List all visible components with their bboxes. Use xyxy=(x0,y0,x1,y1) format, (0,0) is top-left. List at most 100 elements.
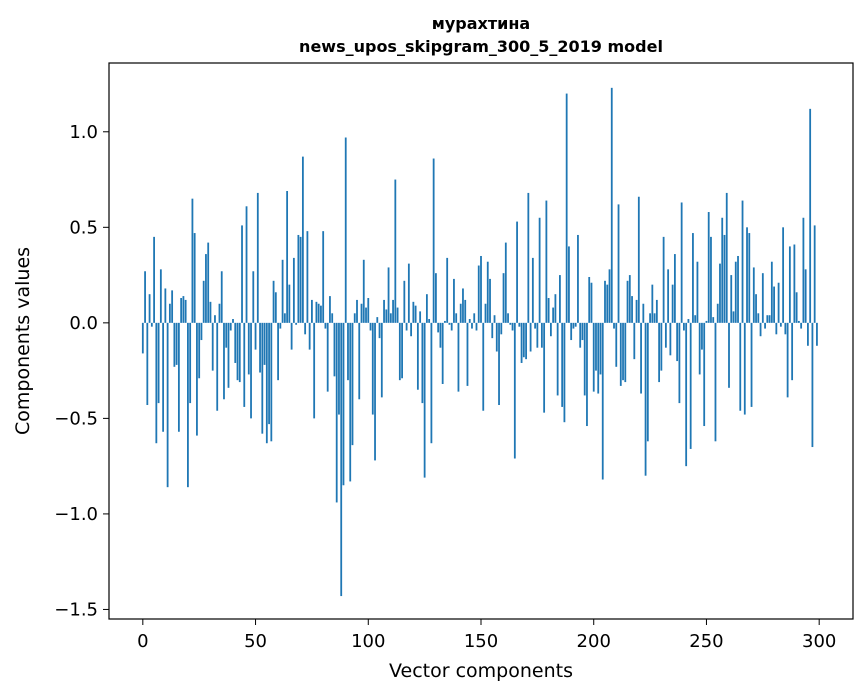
bar xyxy=(737,255,739,323)
bar xyxy=(572,322,575,329)
bar xyxy=(791,322,794,381)
bar xyxy=(349,322,352,482)
bar xyxy=(245,206,248,323)
bar xyxy=(432,158,435,323)
bar xyxy=(568,246,570,323)
bar xyxy=(626,280,629,323)
bar xyxy=(425,294,428,323)
bar xyxy=(324,322,327,329)
bar xyxy=(739,322,742,411)
bar xyxy=(371,322,374,415)
bar xyxy=(507,313,509,323)
bar xyxy=(441,322,444,384)
bar xyxy=(710,236,712,323)
bar xyxy=(480,255,482,323)
bar xyxy=(387,267,390,323)
bar xyxy=(385,309,388,323)
y-tick-label: 0.5 xyxy=(69,217,98,238)
bar xyxy=(286,191,289,323)
bar xyxy=(193,233,196,323)
bar xyxy=(358,322,361,400)
bar xyxy=(653,313,656,323)
y-tick-label: −1.5 xyxy=(54,599,98,620)
bar xyxy=(351,322,354,446)
bar xyxy=(755,294,757,323)
bar xyxy=(263,322,266,365)
bar xyxy=(813,225,816,323)
bar xyxy=(180,298,183,323)
bar xyxy=(414,305,417,323)
bar xyxy=(396,307,399,323)
bar xyxy=(270,322,273,442)
bar xyxy=(619,322,622,386)
bar xyxy=(288,284,291,323)
bar xyxy=(347,322,349,381)
bar xyxy=(430,322,433,444)
bar xyxy=(283,313,286,323)
bar xyxy=(338,322,340,415)
bar xyxy=(676,322,679,362)
bar xyxy=(723,234,726,323)
bar xyxy=(450,322,453,331)
bar xyxy=(536,322,539,348)
y-tick-label: −0.5 xyxy=(54,408,98,429)
y-tick-label: 1.0 xyxy=(69,122,98,143)
bar xyxy=(155,322,158,444)
bar xyxy=(687,319,690,323)
bar xyxy=(265,322,268,444)
bar xyxy=(205,254,207,323)
bar xyxy=(182,296,185,323)
bar xyxy=(759,322,762,337)
bar xyxy=(795,292,798,323)
bar xyxy=(770,261,773,323)
bar xyxy=(669,322,672,356)
bar xyxy=(529,322,532,352)
y-tick-label: 0.0 xyxy=(69,313,98,334)
bar xyxy=(259,322,261,373)
bar xyxy=(543,322,546,413)
bar xyxy=(793,244,796,323)
bar xyxy=(243,322,246,407)
bar xyxy=(685,322,688,467)
bar xyxy=(504,242,507,323)
bar xyxy=(800,322,803,329)
bar xyxy=(261,322,264,434)
bar xyxy=(421,322,424,404)
bar xyxy=(511,322,514,331)
bar xyxy=(673,254,676,323)
y-axis-label: Components values xyxy=(12,247,34,435)
bar xyxy=(581,322,584,341)
bar xyxy=(403,280,406,323)
bar xyxy=(721,217,724,323)
bar xyxy=(331,313,334,323)
bar xyxy=(209,301,212,323)
bar xyxy=(601,322,604,480)
bar xyxy=(320,305,322,323)
bar xyxy=(435,273,437,323)
bar xyxy=(317,303,320,323)
bar xyxy=(597,322,600,394)
bar xyxy=(782,227,785,323)
bar xyxy=(633,322,636,360)
bar xyxy=(464,299,467,323)
bar xyxy=(748,233,751,323)
bar xyxy=(362,259,365,323)
bar xyxy=(761,273,764,323)
bar xyxy=(394,179,397,323)
bar xyxy=(489,278,491,323)
bar xyxy=(588,276,591,323)
bar xyxy=(671,284,674,323)
bar xyxy=(308,322,311,350)
bar xyxy=(678,322,681,404)
bar xyxy=(486,261,489,323)
bar xyxy=(491,322,494,339)
bar xyxy=(534,322,537,329)
bar xyxy=(367,298,370,323)
bar xyxy=(405,322,408,331)
bar xyxy=(552,307,555,323)
bar xyxy=(329,296,331,323)
bar xyxy=(624,322,627,383)
bar xyxy=(750,322,753,407)
bar xyxy=(378,322,381,339)
